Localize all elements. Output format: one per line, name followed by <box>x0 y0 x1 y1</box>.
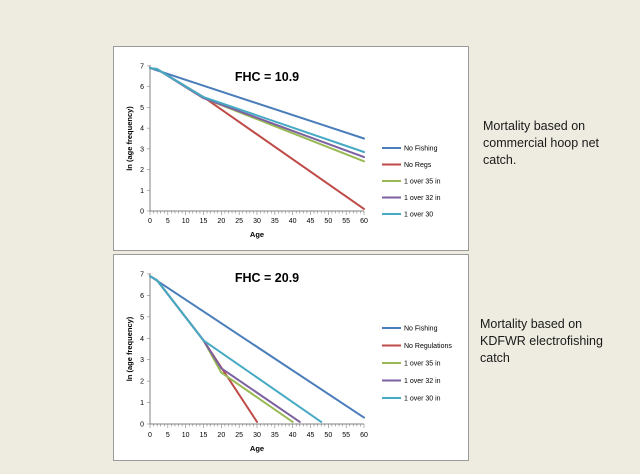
x-tick-label: 60 <box>360 432 368 439</box>
series-line-no-fishing <box>149 275 365 419</box>
y-tick-label: 2 <box>140 167 144 174</box>
y-tick-label: 7 <box>140 64 144 71</box>
legend-label: No Fishing <box>404 326 438 333</box>
y-tick-label: 0 <box>140 209 144 216</box>
y-axis-label: ln (age frequency) <box>125 106 134 171</box>
legend-label: 1 over 30 <box>404 212 433 219</box>
x-tick-label: 10 <box>182 432 190 439</box>
x-tick-label: 55 <box>342 432 350 439</box>
series-line-no-regulations <box>149 275 258 423</box>
x-tick-label: 30 <box>253 218 261 225</box>
x-axis-label: Age <box>250 444 264 453</box>
x-tick-label: 0 <box>148 432 152 439</box>
x-tick-label: 10 <box>182 218 190 225</box>
x-tick-label: 5 <box>166 218 170 225</box>
series-line-1-over-32-in <box>149 275 301 423</box>
x-tick-label: 25 <box>235 218 243 225</box>
y-tick-label: 5 <box>140 105 144 112</box>
y-tick-label: 0 <box>140 422 144 429</box>
x-tick-label: 50 <box>324 432 332 439</box>
legend-label: No Fishing <box>404 146 438 153</box>
x-tick-label: 30 <box>253 432 261 439</box>
series-line-1-over-30-in <box>149 275 323 423</box>
series-line-no-regs <box>149 67 365 210</box>
x-tick-label: 20 <box>217 218 225 225</box>
x-tick-label: 15 <box>200 218 208 225</box>
y-tick-label: 3 <box>140 357 144 364</box>
y-tick-label: 4 <box>140 126 144 133</box>
x-tick-label: 45 <box>307 218 315 225</box>
series-line-no-fishing <box>149 67 365 140</box>
y-tick-label: 1 <box>140 400 144 407</box>
chart-fhc-20-9: FHC = 20.90 5 10 15 20 25 30 35 40 45 50 55 60012345… <box>125 271 452 453</box>
caption-electrofishing: Mortality based on KDFWR electrofishing … <box>480 317 603 365</box>
caption-hoop-net: Mortality based on commercial hoop net c… <box>483 119 600 167</box>
series-line-1-over-30 <box>149 67 365 153</box>
legend-label: 1 over 32 in <box>404 378 441 385</box>
legend-label: 1 over 32 in <box>404 195 441 202</box>
y-tick-label: 1 <box>140 188 144 195</box>
y-tick-label: 2 <box>140 379 144 386</box>
legend-label: 1 over 30 in <box>404 396 441 403</box>
y-tick-label: 4 <box>140 336 144 343</box>
x-tick-label: 35 <box>271 432 279 439</box>
chart-panel-fhc-20-9: FHC = 20.9 0 5 10 15 20 25 30 35 40 45 50 55 60 0 1 2 3 4 5… <box>113 254 469 461</box>
x-tick-label: 40 <box>289 432 297 439</box>
x-tick-label: 55 <box>342 218 350 225</box>
x-tick-label: 25 <box>235 432 243 439</box>
y-tick-label: 3 <box>140 146 144 153</box>
y-tick-label: 6 <box>140 84 144 91</box>
x-tick-label: 50 <box>324 218 332 225</box>
x-axis-label: Age <box>250 230 264 239</box>
y-tick-label: 6 <box>140 293 144 300</box>
legend-label: No Regulations <box>404 343 452 350</box>
x-tick-label: 35 <box>271 218 279 225</box>
x-tick-label: 15 <box>200 432 208 439</box>
y-tick-label: 7 <box>140 272 144 279</box>
legend-label: No Regs <box>404 162 432 169</box>
chart-fhc-10-9: FHC = 10.90 5 10 15 20 25 30 35 40 45 50 55 60012345… <box>125 64 441 240</box>
y-tick-label: 5 <box>140 314 144 321</box>
legend-label: 1 over 35 in <box>404 361 441 368</box>
x-tick-label: 20 <box>217 432 225 439</box>
x-tick-label: 0 <box>148 218 152 225</box>
y-axis-label: ln (age frequency) <box>125 316 134 381</box>
x-tick-label: 60 <box>360 218 368 225</box>
chart-panel-fhc-10-9: FHC = 10.9 0 5 10 15 20 25 30 35 40 45 50 55 60 0 1 2 3 4 5… <box>113 46 469 251</box>
chart-title: FHC = 10.9 <box>235 70 299 84</box>
x-tick-label: 5 <box>166 432 170 439</box>
chart-title: FHC = 20.9 <box>235 271 299 285</box>
legend-label: 1 over 35 in <box>404 179 441 186</box>
x-tick-label: 40 <box>289 218 297 225</box>
x-tick-label: 45 <box>307 432 315 439</box>
